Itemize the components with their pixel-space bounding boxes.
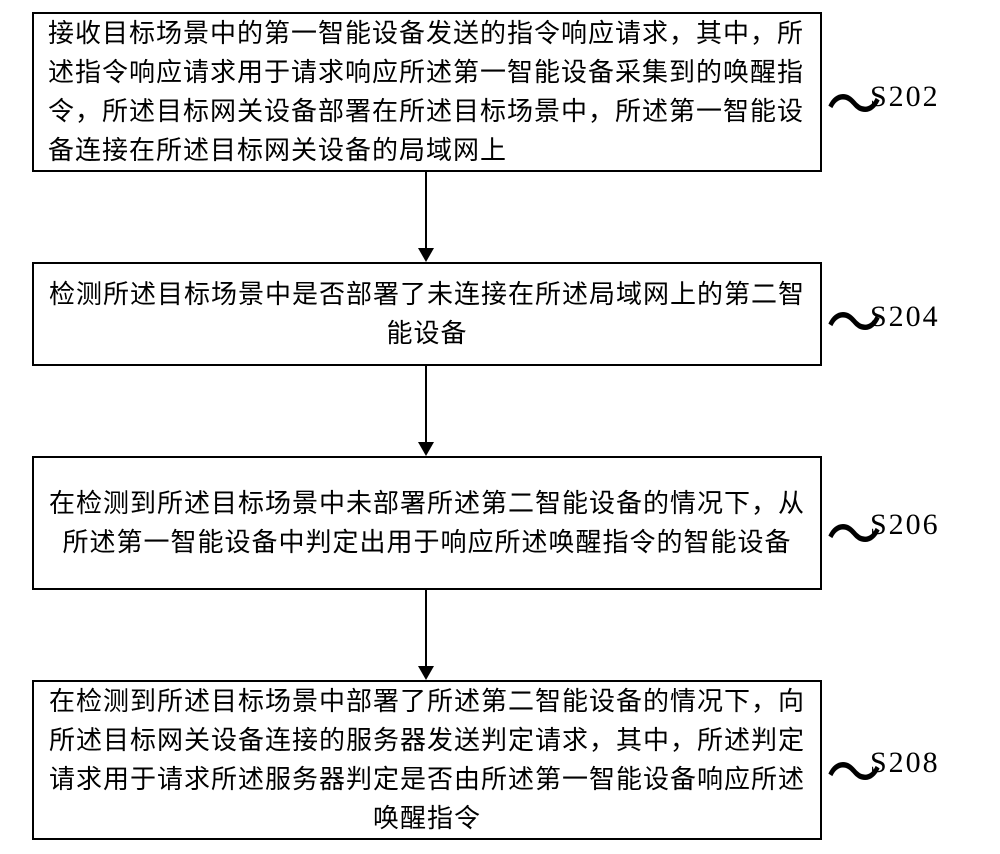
step-label-s202: S202 [870,80,940,114]
step-label-s208: S208 [870,746,940,780]
arrow-head-2 [418,442,434,456]
flow-step-s204: 检测所述目标场景中是否部署了未连接在所述局域网上的第二智能设备 [32,262,822,366]
arrow-line-2 [425,366,427,442]
arrow-head-1 [418,248,434,262]
arrow-head-3 [418,666,434,680]
flow-step-s208: 在检测到所述目标场景中部署了所述第二智能设备的情况下，向所述目标网关设备连接的服… [32,680,822,840]
step-label-s206: S206 [870,508,940,542]
flow-step-s202: 接收目标场景中的第一智能设备发送的指令响应请求，其中，所述指令响应请求用于请求响… [32,12,822,172]
flow-step-text: 检测所述目标场景中是否部署了未连接在所述局域网上的第二智能设备 [48,275,806,353]
arrow-line-3 [425,590,427,666]
flow-step-text: 在检测到所述目标场景中部署了所述第二智能设备的情况下，向所述目标网关设备连接的服… [48,682,806,838]
arrow-line-1 [425,172,427,248]
flow-step-text: 在检测到所述目标场景中未部署所述第二智能设备的情况下，从所述第一智能设备中判定出… [48,484,806,562]
step-label-s204: S204 [870,300,940,334]
flow-step-text: 接收目标场景中的第一智能设备发送的指令响应请求，其中，所述指令响应请求用于请求响… [48,14,806,170]
flow-step-s206: 在检测到所述目标场景中未部署所述第二智能设备的情况下，从所述第一智能设备中判定出… [32,456,822,590]
